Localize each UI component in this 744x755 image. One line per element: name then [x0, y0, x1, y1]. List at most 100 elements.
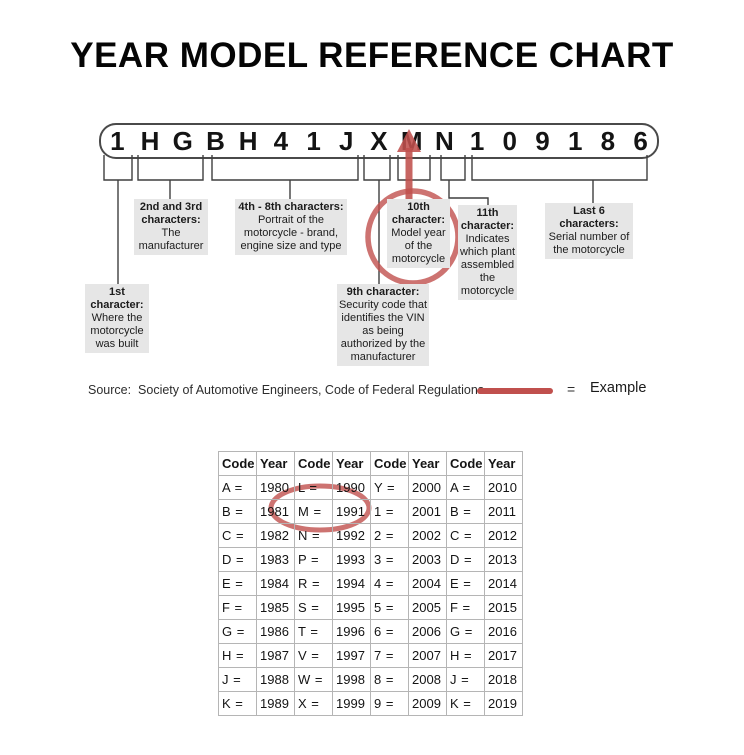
vin-character: 1: [306, 126, 321, 156]
code-cell: V =: [294, 643, 333, 668]
vin-character: N: [434, 126, 454, 156]
code-cell: K =: [218, 691, 257, 716]
callout-body: Security code that identifies the VIN as…: [338, 299, 428, 363]
code-cell: 2 =: [370, 523, 409, 548]
vin-character: M: [400, 126, 423, 156]
code-cell: S =: [294, 595, 333, 620]
table-row: B = 1981 M = 1991 1 = 2001 B = 2011: [218, 499, 523, 524]
year-cell: 1988: [256, 667, 295, 692]
year-cell: 2001: [408, 499, 447, 524]
code-cell: J =: [446, 667, 485, 692]
year-cell: 1987: [256, 643, 295, 668]
table-row: D = 1983 P = 1993 3 = 2003 D = 2013: [218, 547, 523, 572]
table-row: K = 1989 X = 1999 9 = 2009 K = 2019: [218, 691, 523, 716]
year-cell: 1983: [256, 547, 295, 572]
column-header: Code: [370, 451, 409, 476]
code-cell: E =: [218, 571, 257, 596]
table-row: J = 1988 W = 1998 8 = 2008 J = 2018: [218, 667, 523, 692]
vin-character: 1: [469, 126, 485, 156]
year-cell: 1989: [256, 691, 295, 716]
code-cell: 8 =: [370, 667, 409, 692]
code-cell: A =: [218, 475, 257, 500]
year-cell: 2008: [408, 667, 447, 692]
year-cell: 2009: [408, 691, 447, 716]
column-header: Year: [408, 451, 447, 476]
year-cell: 1984: [256, 571, 295, 596]
year-cell: 2019: [484, 691, 523, 716]
callout-title: 1st character:: [90, 286, 144, 311]
year-cell: 1992: [332, 523, 371, 548]
year-cell: 2013: [484, 547, 523, 572]
code-cell: X =: [294, 691, 333, 716]
table-row: G = 1986 T = 1996 6 = 2006 G = 2016: [218, 619, 523, 644]
table-header-row: Code Year Code Year Code Year Code Year: [218, 451, 523, 476]
code-cell: R =: [294, 571, 333, 596]
vin-character: X: [370, 126, 388, 156]
year-cell: 1994: [332, 571, 371, 596]
code-cell: T =: [294, 619, 333, 644]
code-cell: D =: [218, 547, 257, 572]
table-row: A = 1980 L = 1990 Y = 2000 A = 2010: [218, 475, 523, 500]
year-cell: 1993: [332, 547, 371, 572]
code-cell: L =: [294, 475, 333, 500]
vin-character: 1: [110, 126, 125, 156]
year-cell: 2004: [408, 571, 447, 596]
year-cell: 1982: [256, 523, 295, 548]
year-cell: 2018: [484, 667, 523, 692]
code-cell: Y =: [370, 475, 409, 500]
year-cell: 2005: [408, 595, 447, 620]
code-cell: F =: [218, 595, 257, 620]
vin-character: 6: [633, 126, 648, 156]
year-cell: 2016: [484, 619, 523, 644]
year-cell: 1985: [256, 595, 295, 620]
vin-character: H: [238, 126, 258, 156]
code-cell: H =: [218, 643, 257, 668]
callout-body: The manufacturer: [138, 227, 204, 252]
stem-11th: [448, 180, 489, 205]
equals-sign: =: [567, 381, 576, 397]
year-cell: 2017: [484, 643, 523, 668]
code-cell: 6 =: [370, 619, 409, 644]
callout-2nd-3rd-characters: 2nd and 3rd characters: The manufacturer: [134, 199, 208, 255]
code-cell: W =: [294, 667, 333, 692]
year-cell: 2011: [484, 499, 523, 524]
callout-4th-8th-characters: 4th - 8th characters: Portrait of the mo…: [235, 199, 347, 255]
vin-character: J: [339, 126, 354, 156]
callout-body: Where the motorcycle was built: [90, 312, 144, 350]
year-cell: 1990: [332, 475, 371, 500]
callout-10th-character: 10th character: Model year of the motorc…: [387, 199, 450, 268]
vin-character: B: [206, 126, 225, 156]
column-header: Year: [484, 451, 523, 476]
code-cell: 5 =: [370, 595, 409, 620]
callout-last-6-characters: Last 6 characters: Serial number of the …: [545, 203, 633, 259]
code-cell: G =: [218, 619, 257, 644]
code-cell: J =: [218, 667, 257, 692]
code-cell: H =: [446, 643, 485, 668]
code-cell: 3 =: [370, 547, 409, 572]
code-cell: C =: [218, 523, 257, 548]
callout-title: 9th character:: [346, 286, 420, 298]
callout-title: 11th character:: [460, 207, 515, 232]
table-row: E = 1984 R = 1994 4 = 2004 E = 2014: [218, 571, 523, 596]
vin-character: 8: [600, 126, 616, 156]
callout-body: Model year of the motorcycle: [391, 227, 446, 265]
year-cell: 2000: [408, 475, 447, 500]
vin-character: 0: [502, 126, 518, 156]
code-cell: F =: [446, 595, 485, 620]
code-cell: N =: [294, 523, 333, 548]
code-cell: 4 =: [370, 571, 409, 596]
column-header: Code: [446, 451, 485, 476]
callout-9th-character: 9th character: Security code that identi…: [337, 284, 429, 366]
year-cell: 1991: [332, 499, 371, 524]
year-code-table: Code Year Code Year Code Year Code Year A = 1980…: [218, 451, 523, 716]
year-cell: 1980: [256, 475, 295, 500]
code-cell: E =: [446, 571, 485, 596]
vin-character: 9: [535, 126, 550, 156]
table-row: H = 1987 V = 1997 7 = 2007 H = 2017: [218, 643, 523, 668]
year-cell: 2014: [484, 571, 523, 596]
year-cell: 2006: [408, 619, 447, 644]
example-label: Example: [590, 380, 647, 396]
code-cell: 1 =: [370, 499, 409, 524]
callout-body: Indicates which plant assembled the moto…: [459, 233, 516, 297]
